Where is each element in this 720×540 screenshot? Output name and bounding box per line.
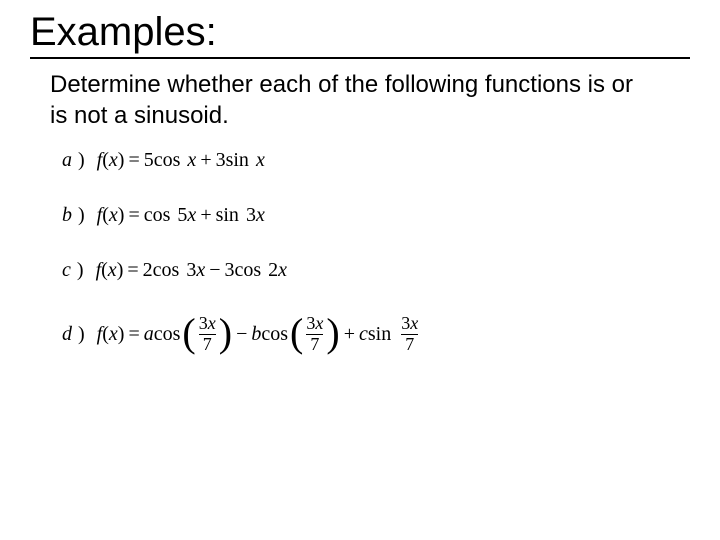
coef: c — [359, 323, 368, 346]
item-c: c) f(x) = 2cos 3x − 3cos 2x — [62, 259, 690, 282]
numerator: 3x — [399, 314, 420, 334]
denominator: 7 — [199, 334, 216, 355]
lhs: f(x) — [97, 149, 125, 172]
denominator: 7 — [306, 334, 323, 355]
item-d: d) f(x) = a cos ( 3x 7 ) − b cos ( — [62, 314, 690, 355]
lhs: f(x) — [96, 259, 124, 282]
equals: = — [128, 323, 139, 346]
items-list: a) f(x) = 5cos x + 3sin x b) f(x) = cos … — [62, 149, 690, 355]
coef: b — [251, 323, 261, 346]
item-a: a) f(x) = 5cos x + 3sin x — [62, 149, 690, 172]
term-1: a cos ( 3x 7 ) — [144, 314, 232, 355]
term-1: cos 5x — [144, 204, 197, 227]
denominator: 7 — [401, 334, 418, 355]
inner-coef: 2 — [268, 259, 278, 281]
term-1: 2cos 3x — [143, 259, 206, 282]
item-label: d — [62, 323, 72, 346]
term-3: c sin 3x 7 — [359, 314, 421, 355]
operator: − — [236, 323, 247, 346]
coef: 3 — [224, 259, 234, 281]
trig-arg: x — [278, 259, 287, 281]
operator: + — [200, 204, 211, 227]
label-paren: ) — [78, 149, 85, 172]
equals: = — [127, 259, 138, 282]
trig-arg: x — [256, 149, 265, 171]
operator: − — [209, 259, 220, 282]
trig-fn: cos — [154, 323, 181, 346]
inner-coef: 5 — [177, 204, 187, 226]
operator: + — [200, 149, 211, 172]
lhs: f(x) — [97, 323, 125, 346]
lhs: f(x) — [97, 204, 125, 227]
fraction: 3x 7 — [399, 314, 420, 355]
item-label: b — [62, 204, 72, 227]
page-title: Examples: — [30, 10, 690, 59]
trig-fn: sin — [368, 323, 391, 346]
label-paren: ) — [77, 259, 84, 282]
term-2: b cos ( 3x 7 ) — [251, 314, 339, 355]
item-label: a — [62, 149, 72, 172]
trig-fn: cos — [234, 259, 261, 281]
trig-fn: sin — [226, 149, 249, 171]
lhs-var: x — [109, 323, 118, 345]
item-label: c — [62, 259, 71, 282]
numerator: 3x — [197, 314, 218, 334]
equals: = — [128, 149, 139, 172]
coef: 3 — [216, 149, 226, 171]
item-b: b) f(x) = cos 5x + sin 3x — [62, 204, 690, 227]
trig-fn: cos — [153, 259, 180, 281]
operator: + — [344, 323, 355, 346]
trig-fn: cos — [154, 149, 181, 171]
trig-arg: x — [187, 204, 196, 226]
coef: a — [144, 323, 154, 346]
trig-fn: cos — [144, 204, 171, 226]
fraction: 3x 7 — [197, 314, 218, 355]
lhs-var: x — [108, 259, 117, 281]
term-1: 5cos x — [144, 149, 197, 172]
trig-fn: sin — [216, 204, 239, 226]
coef: 5 — [144, 149, 154, 171]
label-paren: ) — [78, 323, 85, 346]
term-2: sin 3x — [216, 204, 265, 227]
lhs-var: x — [109, 149, 118, 171]
coef: 2 — [143, 259, 153, 281]
page: Examples: Determine whether each of the … — [0, 0, 720, 540]
equals: = — [128, 204, 139, 227]
page-subtitle: Determine whether each of the following … — [50, 69, 650, 131]
trig-arg: x — [256, 204, 265, 226]
fraction: 3x 7 — [304, 314, 325, 355]
term-2: 3sin x — [216, 149, 265, 172]
numerator: 3x — [304, 314, 325, 334]
trig-fn: cos — [261, 323, 288, 346]
inner-coef: 3 — [186, 259, 196, 281]
label-paren: ) — [78, 204, 85, 227]
lhs-var: x — [109, 204, 118, 226]
inner-coef: 3 — [246, 204, 256, 226]
term-2: 3cos 2x — [224, 259, 287, 282]
trig-arg: x — [196, 259, 205, 281]
trig-arg: x — [187, 149, 196, 171]
